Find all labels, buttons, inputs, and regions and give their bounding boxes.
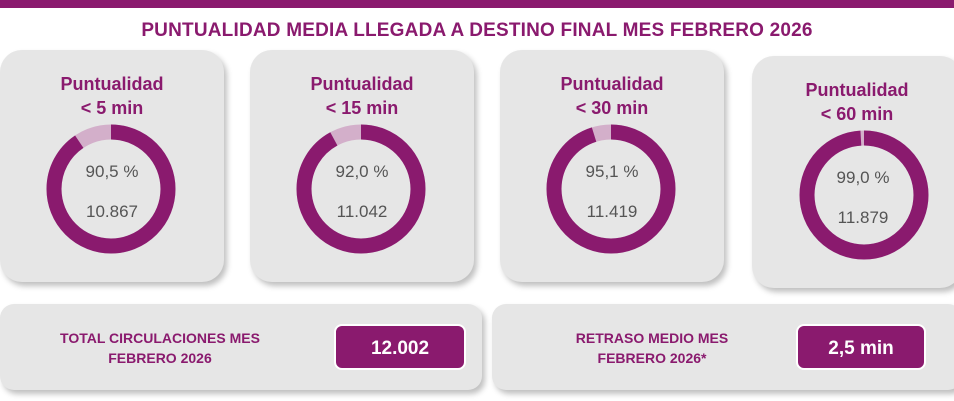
punctuality-card-30min: Puntualidad < 30 min 95,1 % 11.419 [500, 50, 724, 282]
total-circulations-label: TOTAL CIRCULACIONES MES FEBRERO 2026 [0, 328, 320, 368]
card-label-line1: Puntualidad [310, 74, 414, 94]
delay-label-line1: RETRASO MEDIO MES [575, 330, 729, 346]
donut-slice-punctual [296, 124, 426, 254]
percent-label: 90,5 % [85, 162, 139, 181]
total-circulations-box: TOTAL CIRCULACIONES MES FEBRERO 2026 12.… [0, 304, 482, 390]
card-label-line2: < 15 min [325, 98, 399, 118]
page-title: PUNTUALIDAD MEDIA LLEGADA A DESTINO FINA… [141, 20, 813, 41]
total-label-line1: TOTAL CIRCULACIONES MES [60, 330, 260, 346]
card-label: Puntualidad < 5 min [0, 72, 224, 120]
donut-chart [296, 124, 426, 254]
donut-chart [546, 124, 676, 254]
donut-slice-punctual [546, 124, 676, 254]
percent-label: 99,0 % [836, 168, 890, 187]
average-delay-label: RETRASO MEDIO MES FEBRERO 2026* [502, 328, 802, 368]
delay-label-line2: FEBRERO 2026* [597, 350, 707, 366]
donut-slice-punctual [46, 124, 176, 254]
punctuality-card-5min: Puntualidad < 5 min 90,5 % 10.867 [0, 50, 224, 282]
total-circulations-value: 12.002 [334, 324, 466, 370]
average-delay-box: RETRASO MEDIO MES FEBRERO 2026* 2,5 min [492, 304, 954, 390]
card-label-line1: Puntualidad [560, 74, 664, 94]
punctuality-card-60min: Puntualidad < 60 min 99,0 % 11.879 [752, 56, 954, 288]
count-label: 10.867 [86, 202, 138, 221]
donut-chart [799, 130, 929, 260]
donut-slice-punctual [799, 130, 929, 260]
card-label: Puntualidad < 30 min [500, 72, 724, 120]
card-label-line2: < 5 min [80, 98, 144, 118]
percent-label: 92,0 % [335, 162, 389, 181]
card-label: Puntualidad < 60 min [752, 78, 954, 126]
card-label: Puntualidad < 15 min [250, 72, 474, 120]
header-strip [0, 0, 954, 8]
count-label: 11.879 [837, 208, 889, 227]
card-label-line2: < 60 min [820, 104, 894, 124]
donut-chart [46, 124, 176, 254]
count-label: 11.419 [586, 202, 638, 221]
percent-label: 95,1 % [585, 162, 639, 181]
card-label-line1: Puntualidad [60, 74, 164, 94]
total-label-line2: FEBRERO 2026 [108, 350, 212, 366]
count-label: 11.042 [336, 202, 388, 221]
card-label-line1: Puntualidad [805, 80, 909, 100]
card-label-line2: < 30 min [575, 98, 649, 118]
punctuality-card-15min: Puntualidad < 15 min 92,0 % 11.042 [250, 50, 474, 282]
average-delay-value: 2,5 min [796, 324, 926, 370]
